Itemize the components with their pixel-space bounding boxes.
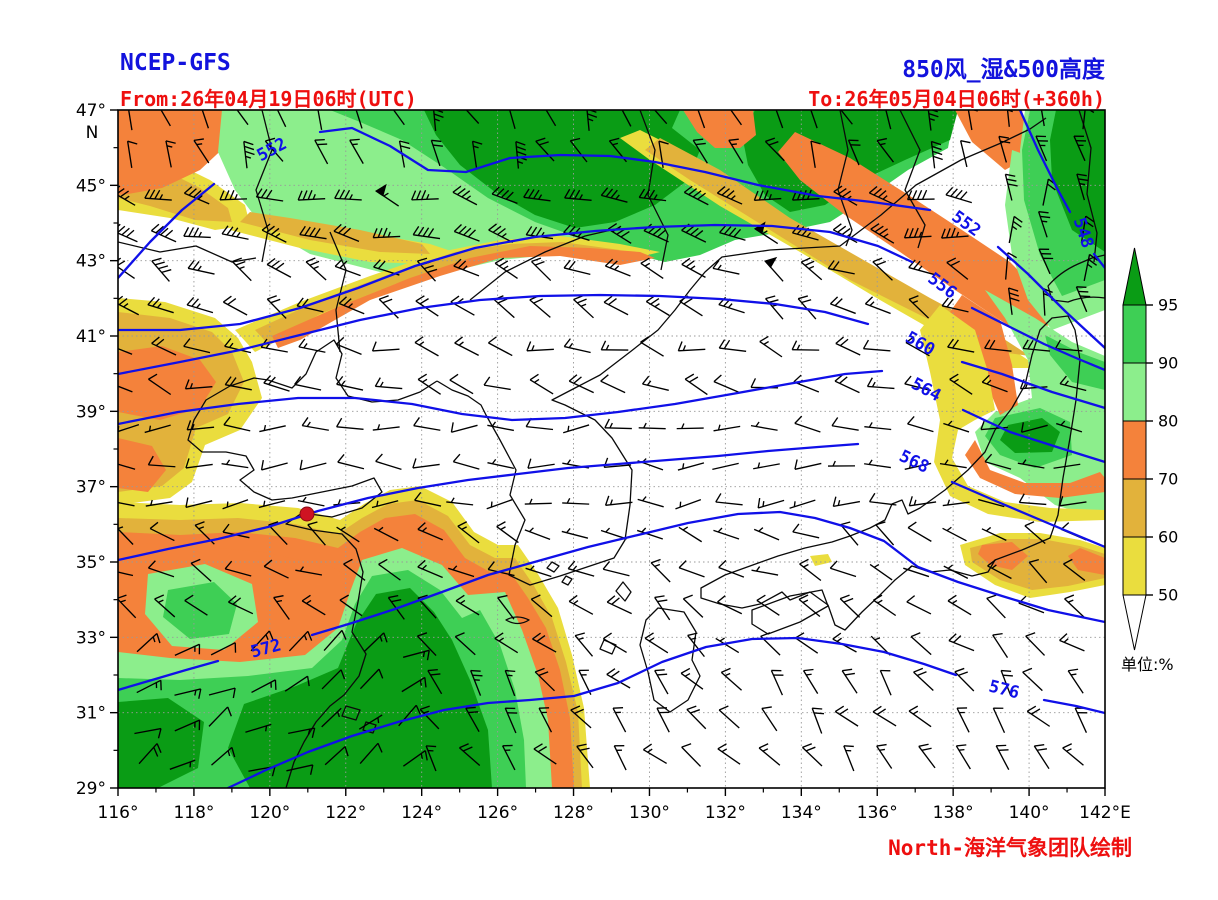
axes: 116° 118° 120° 122° 124° 126° 128° 130° 132° 134°… bbox=[76, 101, 1131, 823]
lon-tick-label: 122° bbox=[325, 803, 366, 823]
lat-tick-label: 29° bbox=[76, 779, 106, 799]
colorbar-tick-label: 60 bbox=[1158, 528, 1178, 547]
lon-tick-label: 132° bbox=[705, 803, 746, 823]
lat-tick-label: 33° bbox=[76, 628, 106, 648]
lat-tick-label: 35° bbox=[76, 553, 106, 573]
lon-tick-label: 142°E bbox=[1079, 803, 1131, 823]
colorbar-tick-label: 95 bbox=[1158, 296, 1178, 315]
credit-label: North-海洋气象团队绘制 bbox=[888, 836, 1132, 860]
valid-to-label: To:26年05月04日06时(+360h) bbox=[808, 87, 1105, 111]
lat-tick-label: 41° bbox=[76, 327, 106, 347]
lon-tick-label: 138° bbox=[933, 803, 974, 823]
colorbar-unit-label: 单位:% bbox=[1121, 655, 1174, 674]
contour-label-576: 576 bbox=[987, 677, 1022, 704]
lon-tick-label: 128° bbox=[553, 803, 594, 823]
lon-tick-label: 120° bbox=[249, 803, 290, 823]
valid-from-label: From:26年04月19日06时(UTC) bbox=[120, 87, 417, 111]
model-title: NCEP-GFS bbox=[120, 50, 231, 76]
colorbar-tick-label: 80 bbox=[1158, 412, 1178, 431]
lon-tick-label: 118° bbox=[173, 803, 214, 823]
lat-tick-label: 47° bbox=[76, 101, 106, 121]
lat-axis-unit: N bbox=[86, 123, 99, 143]
contour-label-568: 568 bbox=[896, 446, 932, 477]
lon-tick-label: 116° bbox=[98, 803, 139, 823]
lat-tick-label: 43° bbox=[76, 252, 106, 272]
colorbar-tick-label: 90 bbox=[1158, 354, 1178, 373]
lon-tick-label: 126° bbox=[477, 803, 518, 823]
colorbar: 95 90 80 70 60 50 单位:% bbox=[1121, 247, 1178, 674]
lat-tick-label: 45° bbox=[76, 176, 106, 196]
lat-tick-label: 37° bbox=[76, 478, 106, 498]
lon-tick-label: 134° bbox=[781, 803, 822, 823]
wind-barbs bbox=[118, 110, 1098, 777]
product-title: 850风_湿&500高度 bbox=[902, 57, 1105, 83]
lat-tick-label: 31° bbox=[76, 704, 106, 724]
lon-tick-label: 124° bbox=[401, 803, 442, 823]
colorbar-tick-label: 50 bbox=[1158, 586, 1178, 605]
station-marker bbox=[299, 506, 315, 522]
lat-tick-label: 39° bbox=[76, 402, 106, 422]
lon-tick-label: 136° bbox=[857, 803, 898, 823]
graticule bbox=[118, 110, 1105, 788]
lon-tick-label: 140° bbox=[1009, 803, 1050, 823]
lon-tick-label: 130° bbox=[629, 803, 670, 823]
colorbar-tick-label: 70 bbox=[1158, 470, 1178, 489]
